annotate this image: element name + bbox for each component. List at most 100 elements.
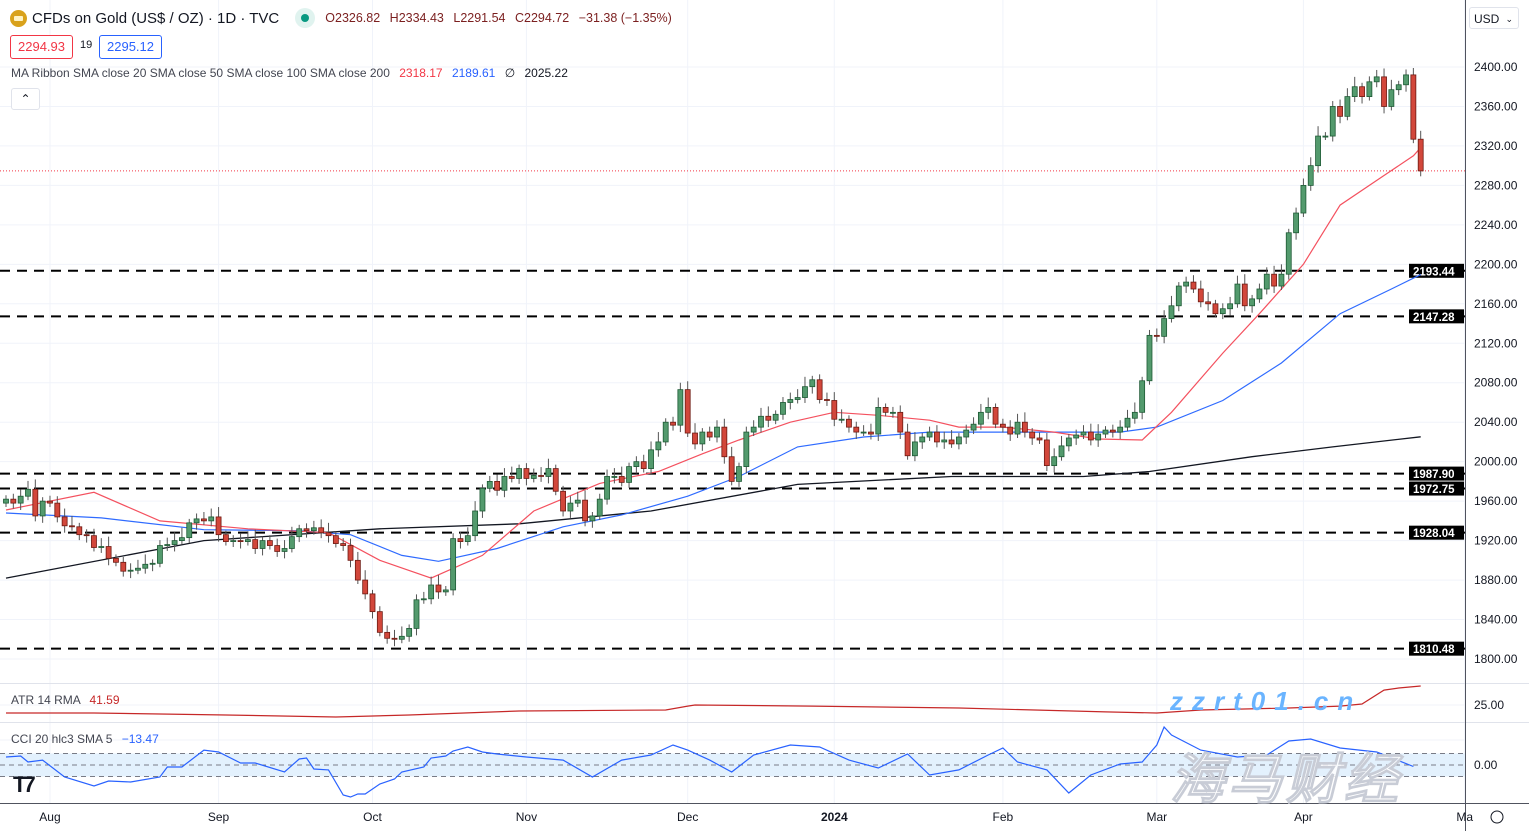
candle [1168, 295, 1175, 323]
candle [809, 375, 816, 394]
candle [1058, 436, 1065, 461]
candle-body-up [1315, 135, 1321, 167]
candle-body-up [860, 431, 867, 434]
candle [288, 526, 295, 553]
candle [406, 624, 413, 642]
candle [670, 416, 676, 431]
candle [1197, 280, 1204, 308]
candle-body-down [457, 538, 464, 542]
tradingview-logo[interactable]: T7 [13, 772, 36, 797]
candle [1095, 424, 1102, 447]
candle-body-down [303, 528, 310, 532]
candle [450, 533, 457, 596]
candle [201, 511, 207, 525]
candle [1322, 132, 1329, 141]
candle-body-down [266, 540, 273, 546]
candle [135, 559, 141, 575]
candle-body-down [1337, 106, 1343, 117]
atr-label: ATR 14 RMA [11, 693, 81, 707]
candle-body-down [1212, 303, 1219, 315]
candle-body-down [552, 468, 559, 492]
ohlc-values: O2326.82 H2334.43 L2291.54 C2294.72 −31.… [325, 11, 678, 25]
candle-body-up [135, 567, 141, 571]
candle [61, 508, 68, 533]
close-value: C2294.72 [515, 11, 570, 25]
candle-body-up [1403, 74, 1409, 86]
candle [354, 551, 361, 585]
candle [32, 479, 39, 522]
price-tick-label: 1800.00 [1474, 652, 1518, 666]
candle-body-down [948, 439, 955, 445]
candle-body-down [120, 561, 127, 572]
time-tick-label: Oct [363, 810, 382, 824]
candle [120, 556, 127, 577]
level-label-bg [1409, 481, 1464, 496]
level-label-bg [1409, 641, 1464, 656]
candle-body-up [1124, 417, 1131, 428]
candle [1263, 267, 1270, 295]
candle-body-up [398, 635, 405, 640]
candle [340, 538, 347, 551]
chevron-up-icon[interactable]: ⌃ [11, 88, 40, 110]
candle [985, 397, 992, 420]
candle-body-up [244, 539, 251, 542]
high-value: H2334.43 [389, 11, 444, 25]
candle [413, 594, 420, 636]
candle-body-down [1190, 281, 1197, 290]
candle-body-up [919, 436, 926, 443]
candle [948, 430, 955, 448]
buy-button[interactable]: 2295.12 [99, 35, 162, 59]
market-status-icon[interactable] [295, 8, 316, 28]
candle-body-down [824, 399, 830, 401]
candle-body-down [684, 389, 691, 434]
ma-ribbon-legend[interactable]: MA Ribbon SMA close 20 SMA close 50 SMA … [11, 66, 568, 80]
candle-body-up [1073, 434, 1080, 439]
candle [1300, 178, 1307, 217]
atr-legend[interactable]: ATR 14 RMA 41.59 [11, 693, 120, 707]
price-tick-label: 2360.00 [1474, 99, 1518, 113]
candle-body-up [677, 389, 684, 426]
candle-body-up [428, 584, 435, 600]
sma20-value: 2318.17 [399, 66, 443, 80]
candle-body-down [10, 498, 17, 504]
candle [699, 428, 706, 451]
price-tick-label: 2000.00 [1474, 455, 1518, 469]
price-tick-label: 2160.00 [1474, 297, 1518, 311]
candle [215, 507, 222, 542]
candle-body-down [1007, 426, 1014, 435]
candle-body-up [1373, 76, 1380, 83]
currency-select[interactable]: USD ⌄ [1469, 7, 1519, 29]
candle [772, 410, 779, 425]
candle-body-up [472, 510, 479, 537]
candle [398, 626, 405, 644]
price-tick-label: 2320.00 [1474, 139, 1518, 153]
candle [83, 529, 90, 543]
price-tick-label: 1920.00 [1474, 534, 1518, 548]
price-tick-label: 2040.00 [1474, 415, 1518, 429]
candle [310, 520, 317, 535]
candle [736, 462, 742, 487]
candle-body-up [39, 500, 46, 517]
candle-body-up [259, 540, 266, 549]
candle-body-up [442, 589, 449, 593]
candle [926, 426, 933, 441]
candle-body-down [882, 407, 889, 413]
candle-body-down [508, 476, 515, 479]
candle [1051, 448, 1058, 473]
time-tick-label: Apr [1294, 810, 1313, 824]
candle [1403, 69, 1409, 92]
cci-legend[interactable]: CCI 20 hlc3 SMA 5 −13.47 [11, 732, 159, 746]
candle-body-up [193, 518, 200, 524]
candle [69, 515, 75, 531]
candle [1293, 207, 1299, 240]
candle [281, 540, 288, 559]
candle-body-up [1249, 298, 1255, 307]
candle [831, 392, 838, 427]
candle [244, 531, 251, 546]
candle-body-up [1058, 445, 1065, 458]
price-tick-label: 1840.00 [1474, 613, 1518, 627]
candle-body-down [1029, 431, 1036, 439]
sell-button[interactable]: 2294.93 [10, 35, 73, 59]
symbol-title[interactable]: CFDs on Gold (US$ / OZ) · 1D · TVC [32, 9, 280, 27]
